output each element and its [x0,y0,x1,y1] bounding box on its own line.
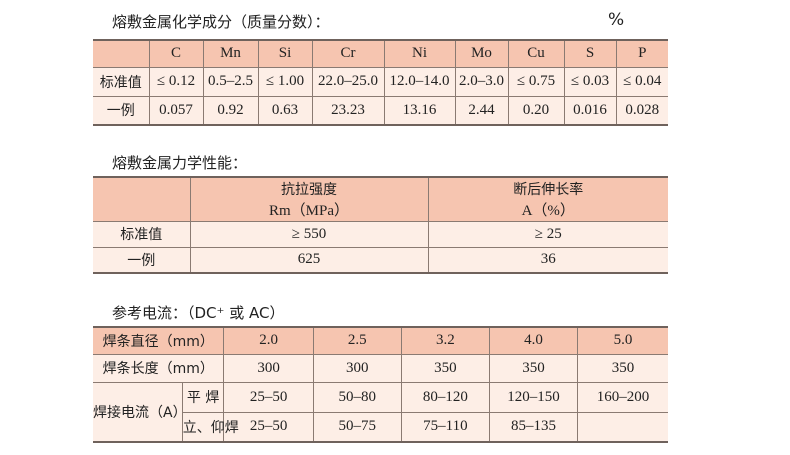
cell: ≤ 0.12 [148,66,204,97]
cell: 350 [400,353,490,383]
cell: 350 [488,353,579,383]
header-cell: Ni [383,39,456,68]
cell: ≥ 25 [427,220,668,248]
cell: 50–75 [312,411,402,443]
cell: 2.5 [312,326,402,355]
chem-table: C Mn Si Cr Ni Mo Cu S P 标准值 ≤ 0.12 0.5–2… [93,39,668,126]
cell: 300 [223,353,314,383]
current-table: 焊条直径（mm） 2.0 2.5 3.2 4.0 5.0 焊条长度（mm） 30… [93,326,668,443]
header-line: 断后伸长率 [513,181,584,198]
header-cell [93,176,191,222]
mech-table: 抗拉强度 Rm（MPa） 断后伸长率 A（%） 标准值 ≥ 550 ≥ 25 一例 … [93,176,668,274]
table-row: 标准值 ≤ 0.12 0.5–2.5 ≤ 1.00 22.0–25.0 12.0… [93,66,668,97]
cell: 0.028 [615,95,668,126]
header-line: A（%） [521,202,575,219]
cell: 160–200 [577,381,668,413]
cell: 5.0 [577,326,668,355]
header-cell [93,39,150,68]
cell: ≤ 0.03 [563,66,617,97]
cell: ≤ 0.75 [507,66,565,97]
row-label: 焊条直径（mm） [93,326,225,355]
cell: 0.20 [507,95,565,126]
cell: 3.2 [400,326,490,355]
header-cell: C [148,39,204,68]
chem-header-row: C Mn Si Cr Ni Mo Cu S P [93,39,668,68]
table-row: 标准值 ≥ 550 ≥ 25 [93,220,668,248]
cell: 2.0 [223,326,314,355]
vert-row: 立、仰焊 25–50 50–75 75–110 85–135 [93,411,668,443]
cell: 50–80 [312,381,402,413]
length-row: 焊条长度（mm） 300 300 350 350 350 [93,353,668,383]
cell: 120–150 [488,381,579,413]
header-cell: Si [257,39,313,68]
cell: 300 [312,353,402,383]
row-label: 标准值 [93,220,191,248]
cell: 0.92 [202,95,259,126]
flat-row: 焊接电流（A） 平 焊 25–50 50–80 80–120 120–150 1… [93,381,668,443]
sub-label: 平 焊 [181,381,225,413]
cell: 0.5–2.5 [202,66,259,97]
cell: 22.0–25.0 [311,66,385,97]
sub-label: 立、仰焊 [182,411,239,443]
cell: 12.0–14.0 [383,66,456,97]
cell: 13.16 [383,95,456,126]
table-row: 一例 0.057 0.92 0.63 23.23 13.16 2.44 0.20… [93,95,668,126]
header-cell: 抗拉强度 Rm（MPa） [189,176,429,222]
cell: 2.44 [454,95,509,126]
header-line: Rm（MPa） [268,202,349,219]
row-label: 焊条长度（mm） [93,353,225,383]
row-label: 标准值 [93,66,150,97]
mech-title: 熔敷金属力学性能： [112,154,248,172]
row-label: 一例 [93,95,150,126]
cell: 36 [427,246,668,274]
cell: 25–50 [223,411,314,443]
cell: 80–120 [400,381,490,413]
header-cell: 断后伸长率 A（%） [427,176,668,222]
mech-header-row: 抗拉强度 Rm（MPa） 断后伸长率 A（%） [93,176,668,222]
diameter-row: 焊条直径（mm） 2.0 2.5 3.2 4.0 5.0 [93,326,668,355]
row-label: 一例 [93,246,191,274]
cell: 625 [189,246,429,274]
unit-label: % [608,10,625,30]
cell: ≥ 550 [189,220,429,248]
chem-title: 熔敷金属化学成分（质量分数）： [112,13,330,31]
cell: 2.0–3.0 [454,66,509,97]
header-cell: S [563,39,617,68]
current-title: 参考电流：（DC⁺ 或 AC） [112,304,285,322]
header-cell: Mn [202,39,259,68]
header-cell: Cu [507,39,565,68]
row-label: 焊接电流（A） [93,381,187,443]
cell: 25–50 [223,381,314,413]
cell: ≤ 1.00 [257,66,313,97]
table-row: 一例 625 36 [93,246,668,274]
header-cell: Cr [311,39,385,68]
cell [577,411,668,443]
cell: 75–110 [400,411,490,443]
header-line: 抗拉强度 [281,181,337,198]
cell: 4.0 [488,326,579,355]
cell: 0.016 [563,95,617,126]
cell: ≤ 0.04 [615,66,668,97]
cell: 0.057 [148,95,204,126]
header-cell: Mo [454,39,509,68]
cell: 0.63 [257,95,313,126]
cell: 23.23 [311,95,385,126]
cell: 85–135 [488,411,579,443]
cell: 350 [577,353,668,383]
header-cell: P [615,39,668,68]
